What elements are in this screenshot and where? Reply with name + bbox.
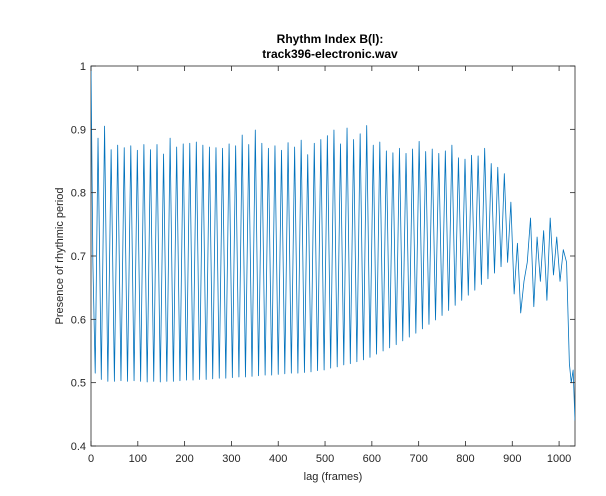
y-axis-label: Presence of rhythmic period: [54, 188, 66, 325]
y-tick-label: 0.6: [71, 314, 86, 326]
x-tick-label: 900: [503, 453, 521, 465]
x-tick-label: 400: [269, 453, 287, 465]
x-tick-label: 500: [316, 453, 334, 465]
x-tick-label: 200: [175, 453, 193, 465]
chart-title-line-2: track396-electronic.wav: [262, 47, 398, 61]
y-axis-ticks: 0.4 0.5 0.6 0.7 0.8 0.9 1: [71, 61, 575, 453]
y-tick-label: 0.9: [71, 124, 86, 136]
y-tick-label: 0.5: [71, 378, 86, 390]
chart-title-line-1: Rhythm Index B(l):: [277, 32, 384, 46]
x-tick-label: 0: [88, 453, 94, 465]
x-tick-label: 100: [129, 453, 147, 465]
x-axis-ticks: 0 100 200 300 400 500 600 700 800 900 1000: [88, 66, 571, 465]
rhythm-index-line: [91, 66, 575, 421]
y-tick-label: 1: [80, 61, 86, 73]
y-tick-label: 0.4: [71, 441, 86, 453]
y-tick-label: 0.7: [71, 251, 86, 263]
x-tick-label: 800: [456, 453, 474, 465]
x-tick-label: 700: [409, 453, 427, 465]
x-tick-label: 600: [363, 453, 381, 465]
x-tick-label: 1000: [547, 453, 571, 465]
x-tick-label: 300: [222, 453, 240, 465]
y-tick-label: 0.8: [71, 188, 86, 200]
x-axis-label: lag (frames): [304, 471, 363, 483]
plot-area: [90, 65, 576, 447]
